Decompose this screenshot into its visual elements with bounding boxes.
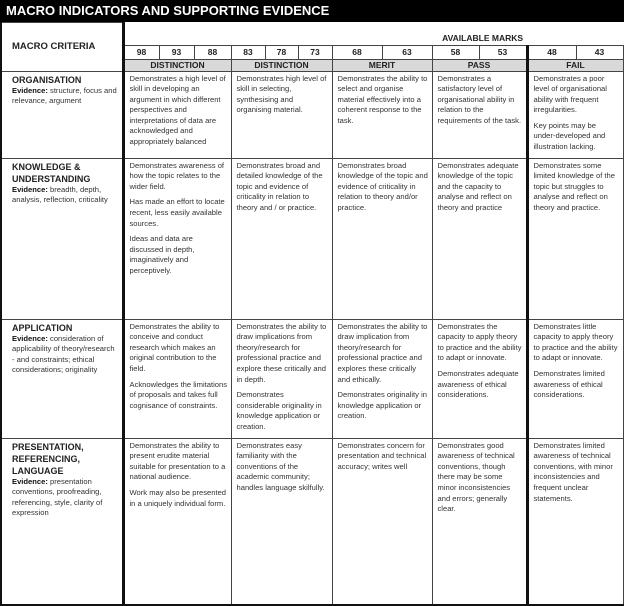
available-marks-header: AVAILABLE MARKS — [122, 22, 624, 45]
descriptor-text: Demonstrates broad knowledge of the topi… — [337, 160, 428, 213]
descriptor-text: Demonstrates a satisfactory level of org… — [437, 73, 522, 125]
mark-value: 58 — [431, 44, 480, 60]
descriptor-cell: Demonstrates the ability to conceive and… — [122, 318, 232, 439]
criterion-name: APPLICATION — [12, 322, 73, 333]
mark-value: 88 — [193, 44, 232, 60]
grade-band-label: FAIL — [525, 58, 624, 72]
descriptor-text: Demonstrates little capacity to apply th… — [533, 321, 618, 363]
mark-value: 63 — [381, 44, 433, 60]
mark-value: 78 — [264, 44, 299, 60]
evidence-text: breadth, depth, analysis, reflection, cr… — [12, 184, 108, 205]
criterion-name: PRESENTATION, REFERENCING, LANGUAGE — [12, 441, 84, 476]
grade-band-label: MERIT — [331, 58, 433, 72]
descriptor-text: Demonstrates broad and detailed knowledg… — [236, 160, 323, 213]
criteria-header: MACRO CRITERIA — [0, 22, 125, 72]
descriptor-text: Demonstrates adequate awareness of ethic… — [437, 369, 519, 400]
descriptor-text: Ideas and data are discussed in depth, i… — [129, 234, 195, 275]
descriptor-text: Demonstrates the ability to conceive and… — [129, 321, 220, 374]
descriptor-cell: Demonstrates the capacity to apply theor… — [431, 318, 528, 439]
evidence-label: Evidence — [12, 85, 46, 95]
descriptor-cell: Demonstrates some limited knowledge of t… — [525, 157, 624, 320]
evidence-label: Evidence — [12, 476, 46, 486]
criterion-name: KNOWLEDGE & UNDERSTANDING — [12, 161, 91, 184]
descriptor-cell: Demonstrates awareness of how the topic … — [122, 157, 232, 320]
descriptor-text: Demonstrates adequate knowledge of the t… — [437, 160, 519, 213]
descriptor-text: Demonstrates good awareness of technical… — [437, 440, 515, 514]
descriptor-text: Demonstrates limited awareness of ethica… — [533, 369, 605, 400]
mark-value: 93 — [158, 44, 195, 60]
descriptor-cell: Demonstrates broad knowledge of the topi… — [331, 157, 433, 320]
rubric-table: MACRO CRITERIA AVAILABLE MARKS 98 93 88 83 7… — [0, 22, 624, 606]
descriptor-text: Work may also be presented in a uniquely… — [129, 487, 227, 508]
descriptor-text: Demonstrates the ability to draw implica… — [337, 321, 428, 384]
descriptor-cell: Demonstrates adequate knowledge of the t… — [431, 157, 528, 320]
mark-value: 98 — [122, 44, 160, 60]
descriptor-text: Demonstrates the ability to draw implica… — [236, 321, 327, 384]
descriptor-cell: Demonstrates good awareness of technical… — [431, 437, 528, 606]
descriptor-text: Demonstrates high level of skill in sele… — [236, 73, 327, 115]
descriptor-text: Demonstrates the ability to select and o… — [337, 73, 428, 125]
descriptor-cell: Demonstrates concern for presentation an… — [331, 437, 433, 606]
descriptor-text: Demonstrates easy familiarity with the c… — [236, 440, 325, 492]
criterion-cell: ORGANISATION Evidence: structure, focus a… — [0, 70, 125, 159]
descriptor-text: Demonstrates some limited knowledge of t… — [533, 160, 615, 213]
descriptor-text: Acknowledges the limitations of proposal… — [129, 379, 228, 410]
descriptor-cell: Demonstrates the ability to present erud… — [122, 437, 232, 606]
mark-value: 73 — [297, 44, 333, 60]
criterion-cell: PRESENTATION, REFERENCING, LANGUAGE Evide… — [0, 437, 125, 606]
descriptor-cell: Demonstrates a satisfactory level of org… — [431, 70, 528, 159]
mark-value: 68 — [331, 44, 383, 60]
descriptor-text: Key points may be under-developed and il… — [533, 120, 606, 152]
grade-band-label: PASS — [431, 58, 528, 72]
descriptor-text: Has made an effort to locate recent, les… — [129, 197, 225, 228]
descriptor-cell: Demonstrates broad and detailed knowledg… — [230, 157, 333, 320]
descriptor-text: Demonstrates a high level of skill in de… — [129, 73, 226, 147]
descriptor-text: Demonstrates considerable originality in… — [236, 390, 322, 431]
descriptor-cell: Demonstrates easy familiarity with the c… — [230, 437, 333, 606]
descriptor-text: Demonstrates a poor level of organisatio… — [533, 73, 607, 115]
criterion-name: ORGANISATION — [12, 74, 82, 85]
criteria-row: PRESENTATION, REFERENCING, LANGUAGE Evide… — [0, 437, 624, 606]
mark-value: 43 — [575, 44, 624, 60]
criterion-cell: APPLICATION Evidence: consideration of ap… — [0, 318, 125, 439]
grade-band-label: DISTINCTION — [122, 58, 232, 72]
descriptor-cell: Demonstrates high level of skill in sele… — [230, 70, 333, 159]
descriptor-cell: Demonstrates the ability to draw implica… — [331, 318, 433, 439]
evidence-text: consideration of applicability of theory… — [12, 333, 115, 375]
descriptor-cell: Demonstrates a high level of skill in de… — [122, 70, 232, 159]
mark-value: 48 — [525, 44, 577, 60]
descriptor-text: Demonstrates limited awareness of techni… — [533, 440, 613, 503]
criteria-row: ORGANISATION Evidence: structure, focus a… — [0, 70, 624, 159]
criteria-row: KNOWLEDGE & UNDERSTANDING Evidence: bread… — [0, 157, 624, 320]
descriptor-cell: Demonstrates little capacity to apply th… — [525, 318, 624, 439]
evidence-label: Evidence — [12, 333, 46, 343]
grade-band-label: DISTINCTION — [230, 58, 333, 72]
descriptor-cell: Demonstrates the ability to select and o… — [331, 70, 433, 159]
page-title: MACRO INDICATORS AND SUPPORTING EVIDENCE — [0, 0, 624, 22]
evidence-text: presentation conventions, proofreading, … — [12, 476, 103, 518]
evidence-text: structure, focus and relevance, argument — [12, 85, 117, 106]
descriptor-cell: Demonstrates limited awareness of techni… — [525, 437, 624, 606]
descriptor-text: Demonstrates the capacity to apply theor… — [437, 321, 522, 363]
evidence-label: Evidence — [12, 184, 46, 194]
criteria-row: APPLICATION Evidence: consideration of ap… — [0, 318, 624, 439]
descriptor-text: Demonstrates awareness of how the topic … — [129, 160, 225, 191]
mark-value: 53 — [478, 44, 528, 60]
descriptor-cell: Demonstrates the ability to draw implica… — [230, 318, 333, 439]
descriptor-cell: Demonstrates a poor level of organisatio… — [525, 70, 624, 159]
descriptor-text: Demonstrates the ability to present erud… — [129, 440, 226, 482]
descriptor-text: Demonstrates concern for presentation an… — [337, 440, 427, 471]
mark-value: 83 — [230, 44, 266, 60]
criterion-cell: KNOWLEDGE & UNDERSTANDING Evidence: bread… — [0, 157, 125, 320]
descriptor-text: Demonstrates originality in knowledge ap… — [337, 390, 427, 421]
